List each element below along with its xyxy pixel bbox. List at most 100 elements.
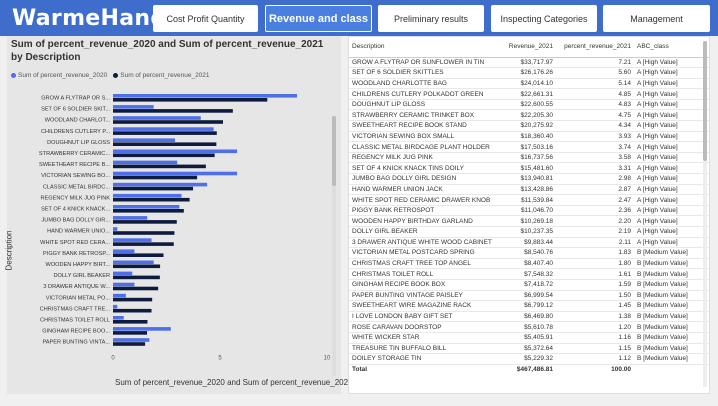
bar-2020[interactable] bbox=[113, 249, 135, 253]
x-tick-label: 0 bbox=[111, 355, 115, 361]
table-row[interactable]: SWEETHEART RECIPE BOOK STAND $20,275.92 4.… bbox=[349, 120, 709, 132]
top-bar: WarmeHands Cost Profit Quantity Revenue … bbox=[0, 0, 718, 36]
table-row[interactable]: JUMBO BAG DOLLY GIRL DESIGN $13,940.81 2.9… bbox=[349, 173, 709, 185]
total-revenue-2021: $467,486.81 bbox=[504, 363, 556, 375]
cell-description: PAPER BUNTING VINTAGE PAISLEY bbox=[349, 290, 504, 302]
bar-2021[interactable] bbox=[113, 186, 194, 191]
table-row[interactable]: VICTORIAN SEWING BOX SMALL $18,360.40 3.93… bbox=[349, 131, 709, 143]
bar-2021[interactable] bbox=[113, 320, 148, 324]
table-row[interactable]: STRAWBERRY CERAMIC TRINKET BOX $22,205.30… bbox=[349, 109, 709, 122]
table-scroll-thumb[interactable] bbox=[703, 41, 707, 161]
chart-scrollbar[interactable] bbox=[332, 116, 336, 376]
table-row[interactable]: WHITE SPOT RED CERAMIC DRAWER KNOB $11,53… bbox=[349, 194, 709, 206]
bar-2020[interactable] bbox=[113, 338, 150, 342]
table-row[interactable]: HAND WARMER UNION JACK $13,428.86 2.87 A [H… bbox=[349, 184, 709, 196]
cell-abc-class: B [Medium Value] bbox=[634, 321, 709, 333]
bar-2021[interactable] bbox=[113, 264, 161, 269]
table-row[interactable]: DOUGHNUT LIP GLOSS $22,600.55 4.83 A [High … bbox=[349, 99, 709, 111]
table-row[interactable]: CHRISTMAS TOILET ROLL $7,548.32 1.61 B [Med… bbox=[349, 268, 709, 280]
tab-revenue-and-class[interactable]: Revenue and class bbox=[265, 5, 372, 32]
bar-2020[interactable] bbox=[113, 138, 176, 142]
bar-2021[interactable] bbox=[113, 164, 206, 169]
column-header-revenue-2021[interactable]: Revenue_2021 bbox=[504, 37, 556, 58]
table-row[interactable]: DOILEY STORAGE TIN $5,229.32 1.12 B [Medium… bbox=[349, 353, 709, 365]
bar-2021[interactable] bbox=[113, 209, 184, 213]
table-row[interactable]: VICTORIAN METAL POSTCARD SPRING $8,540.76… bbox=[349, 247, 709, 259]
bar-2020[interactable] bbox=[113, 227, 118, 231]
bar-2020[interactable] bbox=[113, 260, 154, 265]
bar-2021[interactable] bbox=[113, 231, 175, 235]
bar-2020[interactable] bbox=[113, 94, 298, 98]
table-row[interactable]: 3 DRAWER ANTIQUE WHITE WOOD CABINET $9,88… bbox=[349, 237, 709, 249]
bar-2021[interactable] bbox=[113, 120, 223, 124]
bar-2020[interactable] bbox=[113, 182, 208, 187]
table-row[interactable]: SWEETHEART WIRE MAGAZINE RACK $6,799.12 1.… bbox=[349, 300, 709, 312]
bar-2020[interactable] bbox=[113, 304, 118, 309]
table-row[interactable]: ROSE CARAVAN DOORSTOP $5,610.78 1.20 B [Med… bbox=[349, 321, 709, 333]
bar-2020[interactable] bbox=[113, 271, 133, 276]
tab-management[interactable]: Management bbox=[603, 5, 710, 32]
table-row[interactable]: WOODEN HAPPY BIRTHDAY GARLAND $10,269.18 2… bbox=[349, 215, 709, 227]
bar-2021[interactable] bbox=[113, 286, 159, 291]
bar-2021[interactable] bbox=[113, 98, 268, 102]
bar-2020[interactable] bbox=[113, 238, 152, 242]
bar-2020[interactable] bbox=[113, 205, 180, 209]
bar-2020[interactable] bbox=[113, 316, 124, 320]
column-header-description[interactable]: Description bbox=[349, 37, 504, 58]
bar-2021[interactable] bbox=[113, 342, 146, 346]
bar-2021[interactable] bbox=[113, 297, 153, 302]
table-scrollbar[interactable] bbox=[703, 41, 707, 387]
bar-2021[interactable] bbox=[113, 197, 190, 202]
table-row[interactable]: GINGHAM RECIPE BOOK BOX $7,418.72 1.59 B [M… bbox=[349, 279, 709, 291]
cell-description: GINGHAM RECIPE BOOK BOX bbox=[349, 279, 504, 291]
table-row[interactable]: PAPER BUNTING VINTAGE PAISLEY $6,999.54 1.… bbox=[349, 290, 709, 302]
bar-2020[interactable] bbox=[113, 160, 178, 165]
tab-cost-profit-quantity[interactable]: Cost Profit Quantity bbox=[153, 5, 258, 32]
table-row[interactable]: REGENCY MILK JUG PINK $16,737.56 3.58 A [Hi… bbox=[349, 152, 709, 164]
column-header-abc-class[interactable]: ABC_class bbox=[634, 37, 709, 58]
table-row[interactable]: SET OF 4 KNICK KNACK TINS DOILY $15,481.6… bbox=[349, 162, 709, 175]
column-header-percent-revenue-2021[interactable]: percent_revenue_2021 bbox=[556, 37, 634, 58]
tab-inspecting-categories[interactable]: Inspecting Categories bbox=[491, 5, 597, 32]
bar-2020[interactable] bbox=[113, 149, 238, 154]
bar-2020[interactable] bbox=[113, 293, 126, 298]
bar-2021[interactable] bbox=[113, 242, 174, 246]
bar-2020[interactable] bbox=[113, 116, 201, 120]
bar-2021[interactable] bbox=[113, 153, 215, 158]
table-row[interactable]: CHILDRENS CUTLERY POLKADOT GREEN $22,661.… bbox=[349, 88, 709, 100]
table-row[interactable]: GROW A FLYTRAP OR SUNFLOWER IN TIN $33,71… bbox=[349, 57, 709, 69]
cell-percent-revenue-2021: 1.61 bbox=[556, 268, 634, 280]
table-row[interactable]: SET OF 6 SOLDIER SKITTLES $26,176.26 5.60 A… bbox=[349, 67, 709, 79]
bar-2020[interactable] bbox=[113, 127, 214, 131]
bar-2021[interactable] bbox=[113, 308, 152, 313]
bar-2021[interactable] bbox=[113, 109, 233, 113]
bar-2020[interactable] bbox=[113, 327, 171, 331]
table-row[interactable]: CHRISTMAS CRAFT TREE TOP ANGEL $8,407.40 1… bbox=[349, 258, 709, 270]
bar-2021[interactable] bbox=[113, 131, 217, 135]
bar-2021[interactable] bbox=[113, 175, 198, 180]
bar-2021[interactable] bbox=[113, 253, 164, 257]
table-row[interactable]: WOODLAND CHARLOTTE BAG $24,014.10 5.14 A [H… bbox=[349, 78, 709, 90]
cell-abc-class: A [High Value] bbox=[634, 162, 709, 175]
cell-abc-class: A [High Value] bbox=[634, 173, 709, 185]
bar-2020[interactable] bbox=[113, 171, 238, 176]
table-row[interactable]: DOLLY GIRL BEAKER $10,237.35 2.19 A [High V… bbox=[349, 226, 709, 238]
cell-percent-revenue-2021: 3.93 bbox=[556, 131, 634, 143]
cell-abc-class: B [Medium Value] bbox=[634, 343, 709, 355]
tab-preliminary-results[interactable]: Preliminary results bbox=[378, 5, 484, 32]
table-row[interactable]: I LOVE LONDON BABY GIFT SET $6,469.80 1.38… bbox=[349, 311, 709, 323]
table-row[interactable]: PIGGY BANK RETROSPOT $11,046.70 2.36 A [Hig… bbox=[349, 205, 709, 217]
bar-2021[interactable] bbox=[113, 331, 148, 335]
table-row[interactable]: CLASSIC METAL BIRDCAGE PLANT HOLDER $17,5… bbox=[349, 141, 709, 153]
table-row[interactable]: TREASURE TIN BUFFALO BILL $5,372.64 1.15 B … bbox=[349, 343, 709, 355]
chart-scroll-thumb[interactable] bbox=[332, 116, 336, 186]
bar-2021[interactable] bbox=[113, 142, 217, 146]
bar-2020[interactable] bbox=[113, 105, 154, 109]
bar-2020[interactable] bbox=[113, 282, 135, 287]
cell-description: REGENCY MILK JUG PINK bbox=[349, 152, 504, 164]
table-row[interactable]: WHITE WICKER STAR $5,405.91 1.16 B [Medium … bbox=[349, 332, 709, 344]
bar-2021[interactable] bbox=[113, 275, 160, 280]
bar-2020[interactable] bbox=[113, 216, 148, 220]
bar-2021[interactable] bbox=[113, 220, 177, 224]
bar-2020[interactable] bbox=[113, 193, 182, 198]
